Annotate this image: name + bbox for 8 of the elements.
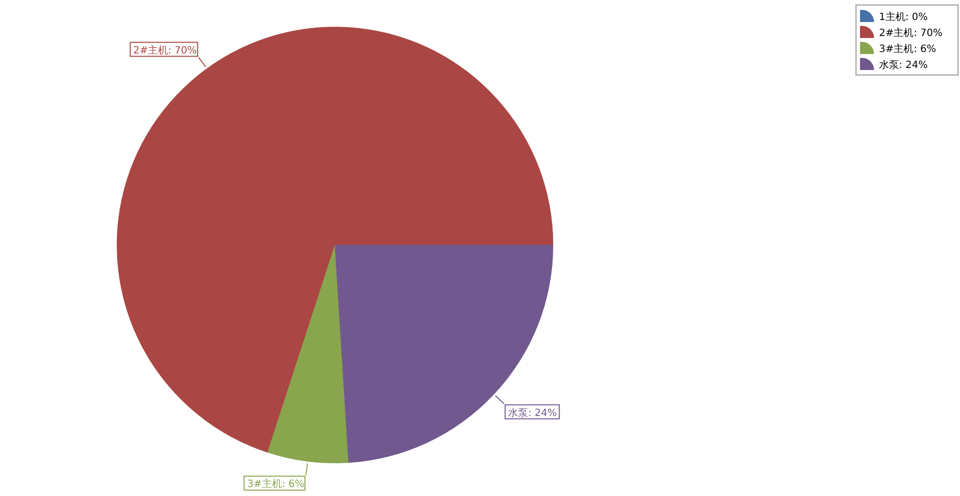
pie-slice — [267, 244, 349, 464]
legend-label: 3#主机: 6% — [879, 43, 936, 55]
slice-label: 3#主机: 6% — [247, 478, 304, 490]
slice-label: 水泵: 24% — [508, 406, 557, 419]
legend-label: 水泵: 24% — [879, 59, 928, 71]
slice-label: 2#主机: 70% — [133, 44, 197, 56]
legend-label: 2#主机: 70% — [879, 27, 943, 39]
legend-label: 1主机: 0% — [879, 11, 928, 23]
